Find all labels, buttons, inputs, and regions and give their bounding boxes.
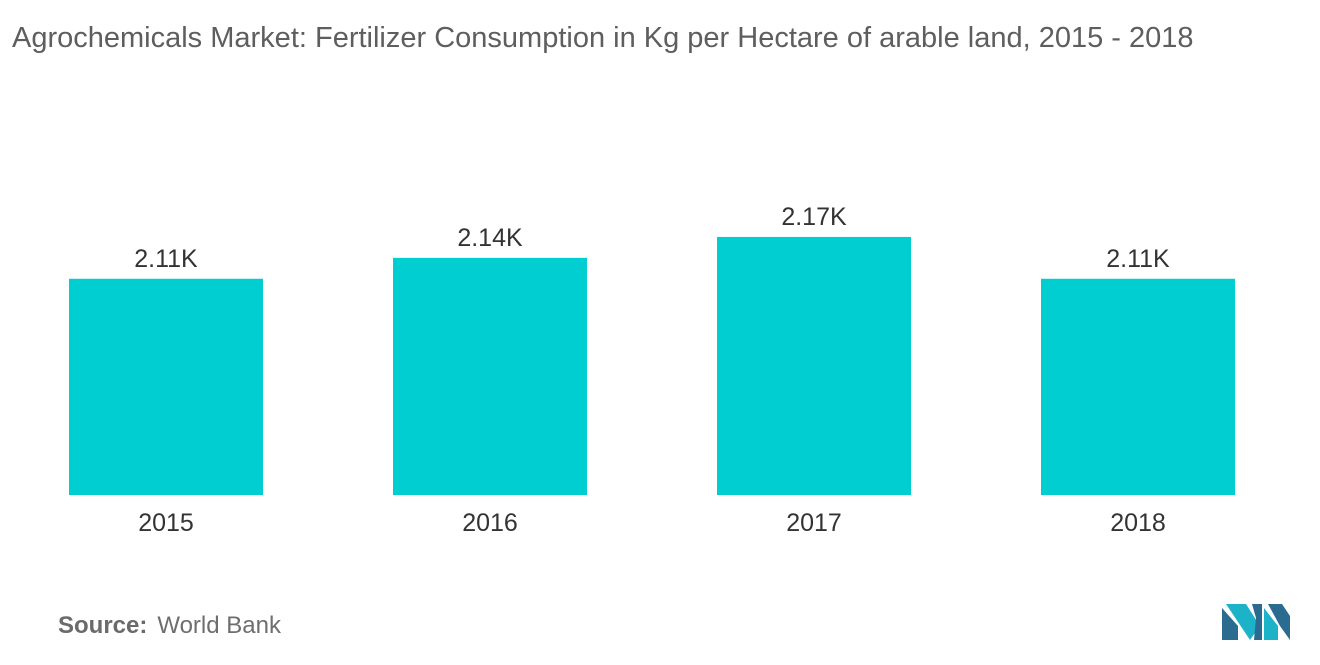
- data-label-2017: 2.17K: [781, 203, 847, 231]
- mordor-intelligence-logo-icon: [1222, 604, 1290, 640]
- data-label-2018: 2.11K: [1106, 245, 1170, 273]
- source-note: Source: World Bank: [58, 612, 281, 640]
- bar-2017: [717, 236, 911, 496]
- x-tick-label-2017: 2017: [786, 509, 842, 537]
- x-tick-label-2016: 2016: [462, 509, 518, 537]
- chart-title: Agrochemicals Market: Fertilizer Consump…: [12, 22, 1194, 54]
- x-tick-label-2015: 2015: [138, 509, 194, 537]
- data-label-2016: 2.14K: [457, 224, 523, 252]
- x-tick-label-2018: 2018: [1110, 509, 1166, 537]
- source-label: Source:: [58, 612, 148, 639]
- source-value: World Bank: [157, 612, 281, 639]
- bar-2018: [1041, 278, 1235, 495]
- bar-2015: [69, 278, 263, 495]
- bar-2016: [393, 257, 587, 495]
- bar-chart: 2.11K 2015 2.14K 2016 2.17K 2017 2.11K 2018: [69, 203, 1235, 537]
- data-label-2015: 2.11K: [134, 245, 198, 273]
